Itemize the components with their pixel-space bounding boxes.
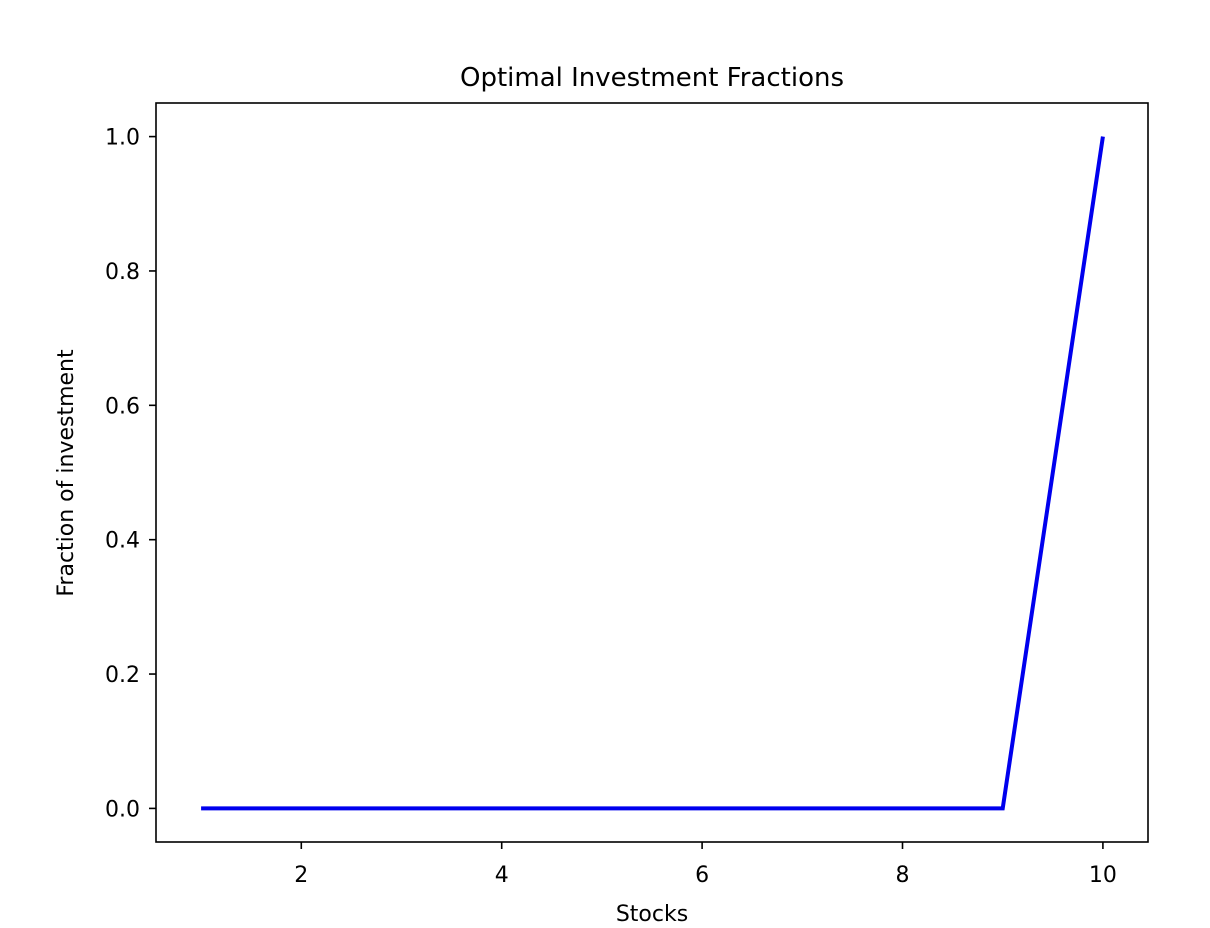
chart-title: Optimal Investment Fractions: [460, 63, 844, 93]
y-tick-label: 0.4: [105, 529, 140, 554]
x-tick-label: 8: [896, 863, 910, 888]
x-tick-label: 10: [1089, 863, 1117, 888]
x-tick-label: 4: [495, 863, 509, 888]
y-tick-label: 0.0: [105, 797, 140, 822]
plot-area: 2 4 6 8 10 0.0 0.2 0.4 0.6 0.8 1.0: [105, 102, 1149, 888]
y-tick-label: 0.6: [105, 394, 140, 419]
y-tick-label: 0.8: [105, 260, 140, 285]
x-tick-label: 2: [294, 863, 308, 888]
y-axis-label: Fraction of investment: [54, 349, 79, 597]
x-tick-label: 6: [695, 863, 709, 888]
axes-frame: [155, 102, 1149, 843]
y-tick-label: 1.0: [105, 126, 140, 151]
x-axis-label: Stocks: [616, 902, 688, 927]
series-line-0: [201, 136, 1105, 811]
y-tick-label: 0.2: [105, 663, 140, 688]
